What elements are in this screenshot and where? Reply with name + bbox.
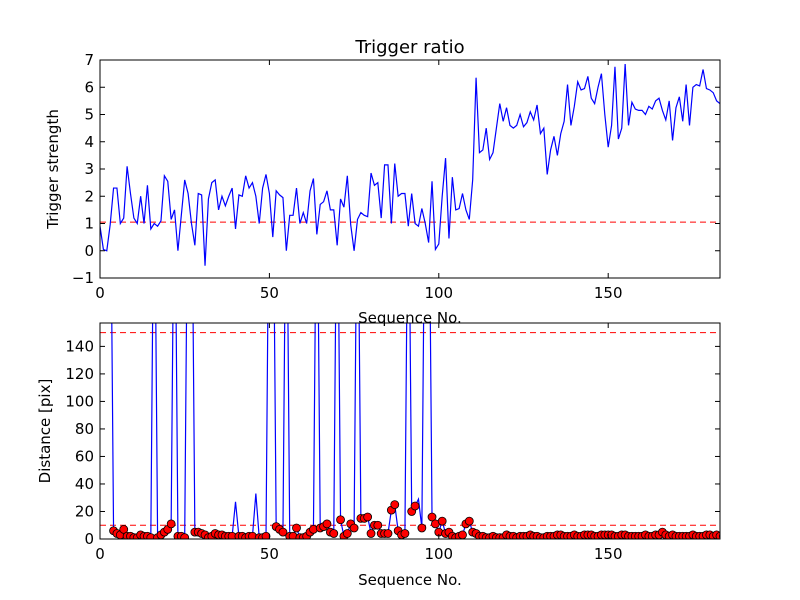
y-axis-label-top: Trigger strength <box>44 109 62 230</box>
data-point <box>342 529 352 538</box>
chart-title: Trigger ratio <box>354 37 464 58</box>
y-tick-label: 100 <box>65 392 94 410</box>
data-point <box>336 515 345 525</box>
y-tick-label: 2 <box>84 187 94 205</box>
data-point <box>363 512 373 522</box>
data-point <box>278 527 288 537</box>
y-axis-label-bottom: Distance [pix] <box>36 379 54 484</box>
data-point <box>400 529 410 538</box>
x-tick-label: 0 <box>95 545 105 563</box>
y-tick-label: 5 <box>84 106 94 124</box>
data-point <box>261 531 271 539</box>
data-point <box>166 519 176 529</box>
data-point <box>390 500 400 510</box>
data-point <box>322 519 332 529</box>
ticks-bottom: 0 50 100 150 0 20 40 60 80 100 120 140 <box>65 323 720 563</box>
y-tick-label: 6 <box>84 78 94 96</box>
data-point <box>366 529 376 538</box>
y-tick-label: 60 <box>75 447 94 465</box>
y-tick-label: 140 <box>65 337 94 355</box>
data-point <box>464 516 474 526</box>
panel-distance: 0 50 100 150 0 20 40 60 80 100 120 140 Sequence No.… <box>36 322 721 589</box>
data-point <box>458 530 467 539</box>
x-tick-label: 50 <box>260 545 279 563</box>
data-point <box>417 523 427 533</box>
x-tick-label: 150 <box>594 284 623 302</box>
data-point <box>437 516 447 526</box>
data-point <box>715 531 720 539</box>
data-point <box>383 529 393 538</box>
y-tick-label: 20 <box>75 502 94 520</box>
x-axis-label-bottom: Sequence No. <box>358 571 462 589</box>
x-tick-label: 100 <box>424 284 453 302</box>
x-tick-label: 0 <box>95 284 105 302</box>
data-point <box>180 533 190 539</box>
plot-area-top <box>100 64 720 266</box>
data-point <box>119 524 129 534</box>
y-tick-label: 0 <box>84 242 94 260</box>
y-tick-label: 7 <box>84 51 94 69</box>
x-tick-label: 100 <box>424 545 453 563</box>
y-tick-label: 40 <box>75 475 94 493</box>
plot-area-bottom <box>100 323 720 539</box>
axes-frame-bottom <box>99 322 721 540</box>
x-tick-label: 150 <box>594 545 623 563</box>
data-point <box>427 512 437 522</box>
y-tick-label: 3 <box>84 160 94 178</box>
x-tick-label: 50 <box>260 284 279 302</box>
series-line <box>100 64 720 266</box>
y-tick-label: 120 <box>65 365 94 383</box>
y-tick-label: 4 <box>84 133 94 151</box>
data-point <box>329 529 339 538</box>
data-point <box>349 523 359 533</box>
y-tick-label: −1 <box>72 269 94 287</box>
data-point <box>410 501 420 511</box>
data-point <box>292 523 301 533</box>
y-tick-label: 0 <box>84 530 94 548</box>
y-tick-label: 1 <box>84 215 94 233</box>
data-point <box>373 520 383 530</box>
y-tick-label: 80 <box>75 420 94 438</box>
